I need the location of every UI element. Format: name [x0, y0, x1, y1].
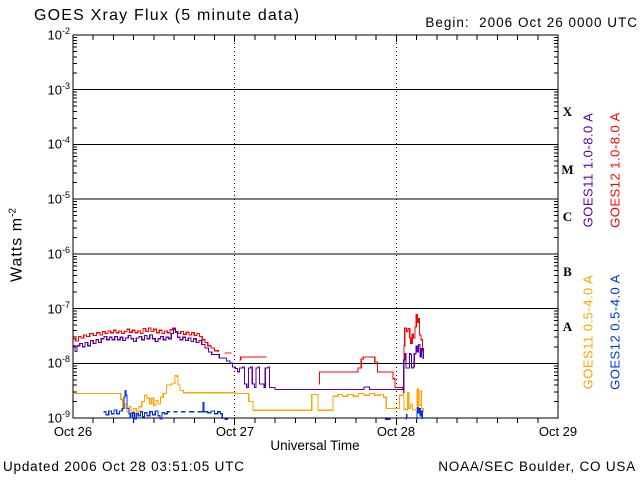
trace-goes12-1-0-8-0-a: [239, 356, 267, 361]
flare-class-letter-b: B: [563, 264, 572, 279]
y-tick-label: 10-2: [47, 26, 70, 43]
trace-goes12-1-0-8-0-a: [73, 327, 220, 353]
trace-goes11-1-0-8-0-a: [73, 328, 424, 391]
y-tick-label: 10-7: [47, 300, 70, 317]
x-tick-label: Oct 26: [53, 424, 93, 439]
y-tick-label: 10-3: [47, 81, 70, 98]
x-tick-label: Oct 29: [538, 424, 578, 439]
flare-class-letter-a: A: [562, 319, 573, 334]
legend-goes11-long: GOES11 1.0-8.0 A: [580, 112, 596, 228]
flare-class-letter-x: X: [562, 104, 573, 119]
chart-title: GOES Xray Flux (5 minute data): [34, 7, 301, 24]
source-credit: NOAA/SEC Boulder, CO USA: [438, 459, 636, 474]
updated-timestamp: Updated 2006 Oct 28 03:51:05 UTC: [3, 459, 245, 474]
trace-goes12-0-5-4-0-a: [103, 389, 170, 420]
x-tick-label: Oct 28: [376, 424, 416, 439]
y-tick-label: 10-8: [47, 354, 70, 371]
x-axis-title: Universal Time: [270, 438, 360, 453]
trace-goes12-0-5-4-0-a: [197, 402, 223, 420]
legend-goes12-long: GOES12 1.0-8.0 A: [607, 112, 623, 228]
begin-timestamp: Begin: 2006 Oct 26 0000 UTC: [425, 15, 638, 30]
y-axis-title-base: Watts m: [8, 216, 26, 282]
y-tick-label: 10-4: [47, 135, 70, 152]
y-axis-title: Watts m-2: [7, 208, 26, 282]
legend-goes11-short: GOES11 0.5-4.0 A: [580, 274, 596, 390]
trace-goes12-0-5-4-0-a: [416, 407, 423, 420]
x-tick-label: Oct 27: [215, 424, 255, 439]
y-tick-label: 10-5: [47, 190, 70, 207]
trace-goes12-0-5-4-0-a: [405, 414, 408, 420]
y-tick-label: 10-9: [47, 409, 70, 426]
y-axis-title-exponent: -2: [7, 208, 19, 217]
legend-goes12-short: GOES12 0.5-4.0 A: [607, 274, 623, 390]
y-tick-label: 10-6: [47, 245, 70, 262]
trace-goes11-0-5-4-0-a: [73, 374, 424, 414]
trace-goes12-1-0-8-0-a: [318, 313, 424, 394]
flare-class-letter-c: C: [562, 209, 573, 224]
plot-frame: [72, 34, 559, 419]
flare-class-letter-m: M: [561, 162, 574, 177]
